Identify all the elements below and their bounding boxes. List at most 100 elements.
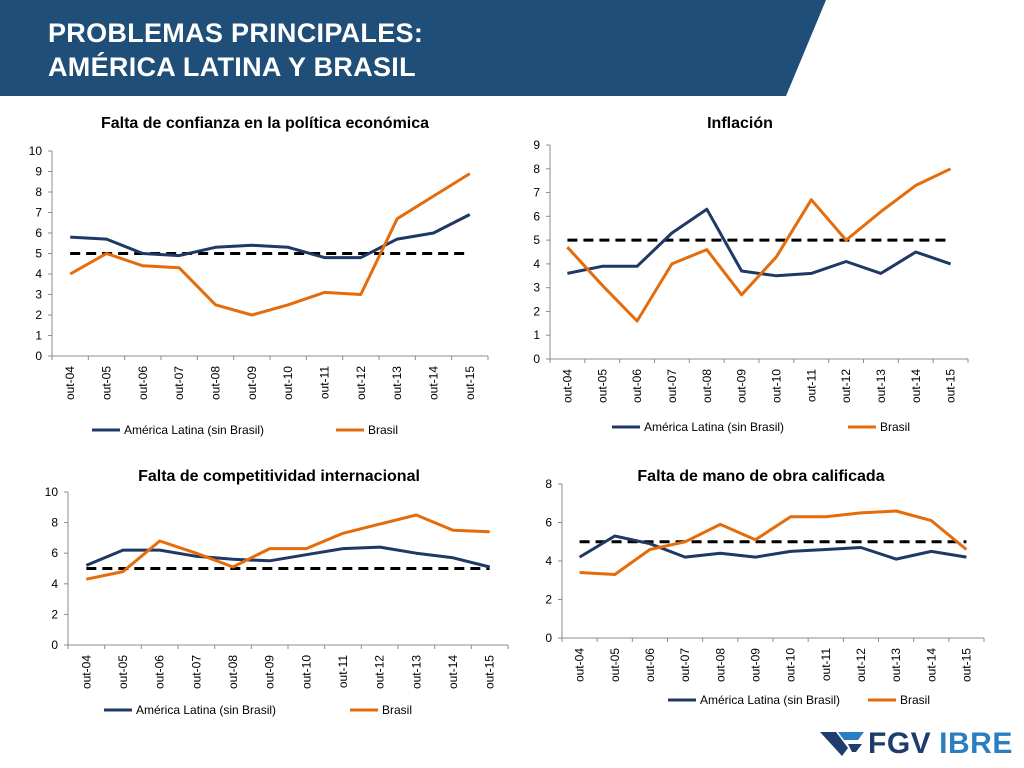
- x-tick-label: out-05: [595, 369, 609, 403]
- x-tick-label: out-15: [463, 366, 477, 400]
- x-tick-label: out-07: [665, 369, 679, 403]
- x-tick-label: out-07: [172, 366, 186, 400]
- legend-label: Brasil: [900, 693, 930, 707]
- x-tick-label: out-11: [804, 369, 818, 402]
- x-tick-label: out-13: [409, 655, 423, 689]
- y-tick-label: 0: [35, 349, 42, 363]
- y-tick-label: 4: [51, 577, 58, 591]
- y-tick-label: 2: [545, 593, 552, 607]
- y-tick-label: 2: [533, 304, 540, 318]
- fgv-logo-mark-icon: [820, 732, 864, 756]
- x-tick-label: out-12: [839, 369, 853, 403]
- y-tick-label: 4: [533, 257, 540, 271]
- x-tick-label: out-06: [643, 648, 657, 682]
- series-line-america-latina: [70, 213, 471, 260]
- x-tick-label: out-06: [630, 369, 644, 403]
- x-tick-label: out-13: [874, 369, 888, 403]
- legend-label: América Latina (sin Brasil): [124, 423, 264, 437]
- legend-label: América Latina (sin Brasil): [136, 703, 276, 717]
- y-tick-label: 2: [35, 308, 42, 322]
- y-tick-label: 1: [35, 329, 42, 343]
- x-tick-label: out-08: [226, 655, 240, 689]
- series-line-brasil: [69, 172, 471, 317]
- y-tick-label: 5: [35, 247, 42, 261]
- x-tick-label: out-10: [281, 366, 295, 400]
- x-tick-label: out-13: [390, 366, 404, 400]
- series-line-brasil: [579, 509, 968, 576]
- logo-ibre: IBRE: [939, 727, 1013, 760]
- y-tick-label: 3: [533, 281, 540, 295]
- page-title-line-2: AMÉRICA LATINA Y BRASIL: [48, 52, 416, 82]
- y-tick-label: 8: [35, 185, 42, 199]
- y-tick-label: 8: [545, 477, 552, 491]
- x-tick-label: out-09: [735, 369, 749, 403]
- y-tick-label: 0: [545, 631, 552, 645]
- y-tick-label: 10: [45, 485, 59, 499]
- y-tick-label: 10: [29, 144, 43, 158]
- header-background: [0, 0, 826, 96]
- y-tick-label: 7: [533, 186, 540, 200]
- x-tick-label: out-08: [209, 366, 223, 400]
- series-line-brasil: [566, 167, 952, 323]
- y-tick-label: 3: [35, 288, 42, 302]
- x-tick-label: out-10: [784, 648, 798, 682]
- x-tick-label: out-11: [318, 366, 332, 399]
- y-tick-label: 4: [545, 554, 552, 568]
- y-tick-label: 0: [533, 352, 540, 366]
- x-tick-label: out-04: [573, 648, 587, 682]
- x-tick-label: out-13: [889, 648, 903, 682]
- series-line-brasil: [85, 513, 490, 581]
- x-tick-label: out-15: [483, 655, 497, 689]
- y-tick-label: 6: [533, 209, 540, 223]
- chart-inflacion-svg: Inflación 0 1 2 3 4 5 6 7 8 9 out-04 out-05 out-06 out…: [533, 115, 969, 434]
- y-tick-label: 5: [533, 233, 540, 247]
- y-tick-label: 9: [533, 138, 540, 152]
- chart-inflacion: Inflación 0 1 2 3 4 5 6 7 8 9 out-04 out-05 out-06 out…: [512, 98, 1024, 450]
- x-tick-label: out-10: [769, 369, 783, 403]
- x-tick-label: out-07: [189, 655, 203, 689]
- legend-label: América Latina (sin Brasil): [700, 693, 840, 707]
- x-tick-label: out-14: [909, 369, 923, 403]
- x-tick-label: out-05: [116, 655, 130, 689]
- chart-confianza-politica-svg: Falta de confianza en la política económ…: [29, 115, 489, 437]
- x-tick-label: out-11: [336, 655, 350, 688]
- x-tick-label: out-14: [427, 366, 441, 400]
- y-tick-label: 0: [51, 638, 58, 652]
- y-tick-label: 6: [545, 516, 552, 530]
- x-tick-label: out-14: [924, 648, 938, 682]
- x-tick-label: out-09: [245, 366, 259, 400]
- logo-fgv: FGV: [868, 727, 932, 760]
- header-banner: PROBLEMAS PRINCIPALES: AMÉRICA LATINA Y …: [0, 0, 1024, 98]
- chart-competitividad: Falta de competitividad internacional 0 2 4…: [0, 452, 512, 732]
- x-tick-label: out-05: [608, 648, 622, 682]
- page-title: PROBLEMAS PRINCIPALES: AMÉRICA LATINA Y …: [48, 16, 423, 84]
- x-tick-label: out-07: [678, 648, 692, 682]
- x-tick-label: out-09: [263, 655, 277, 689]
- logo-text: FGV IBRE: [868, 727, 1013, 761]
- x-tick-label: out-05: [100, 366, 114, 400]
- x-tick-label: out-09: [748, 648, 762, 682]
- chart-title: Inflación: [707, 115, 773, 132]
- chart-competitividad-svg: Falta de competitividad internacional 0 2 4…: [45, 468, 509, 717]
- chart-title: Falta de confianza en la política económ…: [101, 115, 429, 132]
- y-tick-label: 8: [533, 162, 540, 176]
- x-tick-label: out-06: [153, 655, 167, 689]
- fgv-ibre-logo: FGV IBRE: [818, 726, 1018, 762]
- chart-confianza-politica: Falta de confianza en la política económ…: [0, 98, 512, 450]
- y-tick-label: 8: [51, 516, 58, 530]
- y-tick-label: 2: [51, 607, 58, 621]
- y-tick-label: 4: [35, 267, 42, 281]
- series-line-america-latina: [578, 534, 967, 561]
- x-tick-label: out-04: [63, 366, 77, 400]
- y-tick-label: 6: [35, 226, 42, 240]
- legend-label: América Latina (sin Brasil): [644, 420, 784, 434]
- x-tick-label: out-04: [560, 369, 574, 403]
- x-tick-label: out-10: [299, 655, 313, 689]
- x-tick-label: out-12: [854, 648, 868, 682]
- y-tick-label: 1: [533, 328, 540, 342]
- y-tick-label: 6: [51, 546, 58, 560]
- x-tick-label: out-04: [79, 655, 93, 689]
- y-tick-label: 9: [35, 165, 42, 179]
- x-tick-label: out-14: [446, 655, 460, 689]
- legend-label: Brasil: [382, 703, 412, 717]
